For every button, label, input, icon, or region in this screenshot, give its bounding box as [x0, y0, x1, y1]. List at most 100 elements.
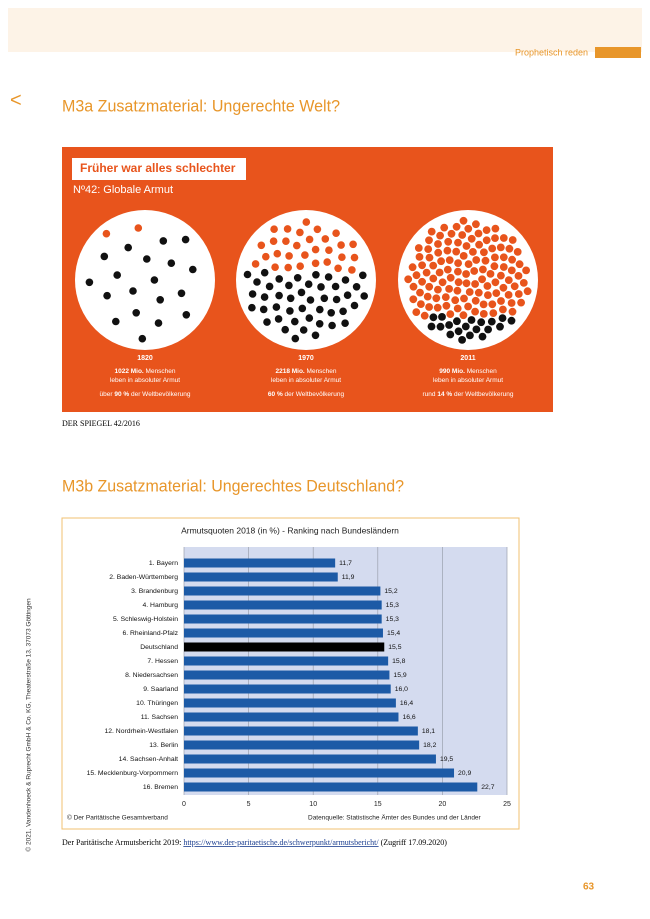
dot-other [454, 238, 462, 247]
dot-other [102, 229, 111, 238]
dot-poor [286, 294, 295, 303]
bar [184, 754, 436, 764]
value-label: 18,2 [423, 742, 436, 749]
x-tick-label: 0 [182, 801, 186, 808]
bar [184, 656, 389, 666]
dot-other [134, 224, 143, 232]
dot-poor [248, 290, 257, 298]
panel-text: der Weltbevölkerung [283, 391, 345, 398]
value-label: 11,7 [339, 560, 352, 567]
dot-other [296, 262, 305, 271]
dot-other [270, 225, 278, 233]
dot-other [454, 259, 462, 267]
dot-poor [487, 317, 496, 326]
back-arrow[interactable]: < [10, 89, 22, 111]
value-label: 15,4 [387, 630, 400, 637]
dot-other [408, 263, 417, 272]
bar [184, 572, 338, 582]
dot-poor [343, 291, 352, 300]
dot-other [443, 246, 452, 255]
dot-other [422, 268, 431, 277]
dot-other [321, 235, 330, 243]
panel-circle [75, 210, 215, 350]
dot-other [499, 305, 507, 314]
header-band [8, 8, 642, 52]
dot-other [474, 288, 483, 297]
dot-other [435, 268, 444, 277]
dot-other [497, 271, 505, 280]
dot-other [472, 220, 480, 229]
category-label: 15. Mecklenburg-Vorpommern [87, 770, 179, 777]
bar [184, 712, 399, 722]
dot-other [517, 298, 525, 307]
panel-text: leben in absoluter Armut [271, 377, 341, 384]
value-label: 16,4 [400, 700, 413, 707]
value-label: 11,9 [342, 574, 355, 581]
panel-line: 990 Mio. Menschen [439, 368, 497, 375]
dot-poor [496, 322, 504, 331]
dot-poor [291, 334, 300, 343]
dot-other [489, 309, 498, 317]
dot-poor [259, 305, 268, 314]
dot-poor [461, 322, 470, 331]
dot-other [452, 247, 461, 256]
bar [184, 684, 391, 694]
dot-poor [445, 321, 453, 329]
category-label: 1. Bayern [149, 560, 178, 567]
value-label: 16,6 [402, 714, 415, 721]
dot-other [429, 261, 438, 270]
dot-other [479, 300, 488, 309]
dot-other [523, 287, 532, 296]
source-b-suffix: (Zugriff 17.09.2020) [379, 838, 448, 847]
x-tick-label: 10 [309, 801, 317, 808]
panel-text: 2218 Mio. [275, 368, 304, 375]
dot-poor [138, 334, 147, 343]
dot-poor [454, 327, 463, 336]
dot-other [519, 279, 528, 287]
dot-other [462, 242, 471, 250]
heading-a: M3a Zusatzmaterial: Ungerechte Welt? [62, 96, 340, 115]
dot-other [464, 302, 472, 311]
dot-other [510, 282, 519, 291]
x-tick-label: 15 [374, 801, 382, 808]
dot-other [285, 252, 293, 260]
dot-poor [132, 309, 140, 317]
dot-poor [352, 283, 361, 291]
panel-text: Menschen [305, 368, 337, 375]
dot-poor [124, 243, 132, 252]
dot-poor [129, 287, 137, 295]
category-label: 5. Schleswig-Holstein [113, 616, 178, 623]
dot-other [417, 300, 425, 308]
dot-other [478, 275, 486, 284]
panel-text: über [100, 391, 115, 398]
dot-poor [311, 331, 320, 340]
value-label: 15,5 [388, 644, 401, 651]
dot-poor [478, 332, 487, 341]
dot-other [458, 231, 467, 239]
dot-other [425, 282, 434, 291]
bar [184, 586, 381, 596]
bar [184, 642, 385, 652]
dot-other [491, 278, 500, 287]
panel-line: 2218 Mio. Menschen [275, 368, 336, 375]
dot-other [453, 304, 462, 313]
dot-other [491, 253, 499, 262]
dot-other [420, 311, 429, 320]
dot-poor [328, 321, 336, 330]
dot-other [447, 229, 456, 238]
dot-poor [316, 305, 324, 314]
bar [184, 600, 382, 610]
source-b-link[interactable]: https://www.der-paritaetische.de/schwerp… [183, 838, 379, 847]
dot-other [323, 258, 332, 266]
dot-poor [305, 314, 314, 322]
panel-text: leben in absoluter Armut [433, 377, 503, 384]
dot-other [469, 248, 477, 256]
dot-other [293, 241, 301, 250]
dot-poor [167, 259, 176, 268]
dot-other [305, 235, 314, 244]
dot-other [282, 237, 290, 245]
category-label: 9. Saarland [143, 686, 178, 693]
bar [184, 558, 336, 568]
panel-year: 2011 [460, 355, 475, 362]
dot-other [497, 297, 505, 305]
